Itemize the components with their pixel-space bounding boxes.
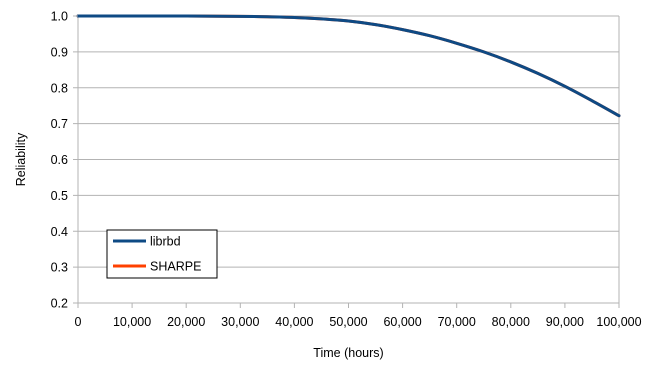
x-tick-label: 80,000: [492, 315, 530, 329]
x-tick-label: 60,000: [383, 315, 421, 329]
x-tick-label: 30,000: [221, 315, 259, 329]
series-line-librbd: [76, 14, 621, 118]
y-tick-label: 1.0: [51, 10, 68, 24]
y-tick-label: 0.2: [51, 297, 68, 311]
series-layer: [76, 14, 621, 118]
y-tick-label: 0.3: [51, 261, 68, 275]
x-tick-label: 100,000: [596, 315, 641, 329]
legend-label-sharpe: SHARPE: [150, 260, 201, 274]
y-axis-title: Reliability: [14, 132, 28, 186]
y-axis: 0.2 0.3 0.4 0.5 0.6 0.7 0.8 0.9 1.0: [51, 10, 78, 311]
x-tick-label: 0: [75, 315, 82, 329]
y-tick-label: 0.8: [51, 81, 68, 95]
legend: librbd SHARPE: [106, 229, 218, 279]
x-axis-title: Time (hours): [313, 346, 383, 360]
series-line-sharpe: [76, 14, 621, 118]
x-tick-label: 40,000: [275, 315, 313, 329]
x-tick-label: 90,000: [546, 315, 584, 329]
x-tick-label: 10,000: [113, 315, 151, 329]
x-tick-label: 70,000: [438, 315, 476, 329]
legend-box: [106, 229, 218, 279]
y-tick-label: 0.7: [51, 117, 68, 131]
legend-label-librbd: librbd: [150, 235, 181, 249]
y-tick-label: 0.5: [51, 189, 68, 203]
x-axis: 0 10,000 20,000 30,000 40,000 50,000 60,000 70,…: [75, 303, 642, 329]
y-tick-label: 0.9: [51, 45, 68, 59]
y-tick-label: 0.6: [51, 153, 68, 167]
x-tick-label: 50,000: [329, 315, 367, 329]
x-tick-label: 20,000: [167, 315, 205, 329]
y-tick-label: 0.4: [51, 225, 68, 239]
